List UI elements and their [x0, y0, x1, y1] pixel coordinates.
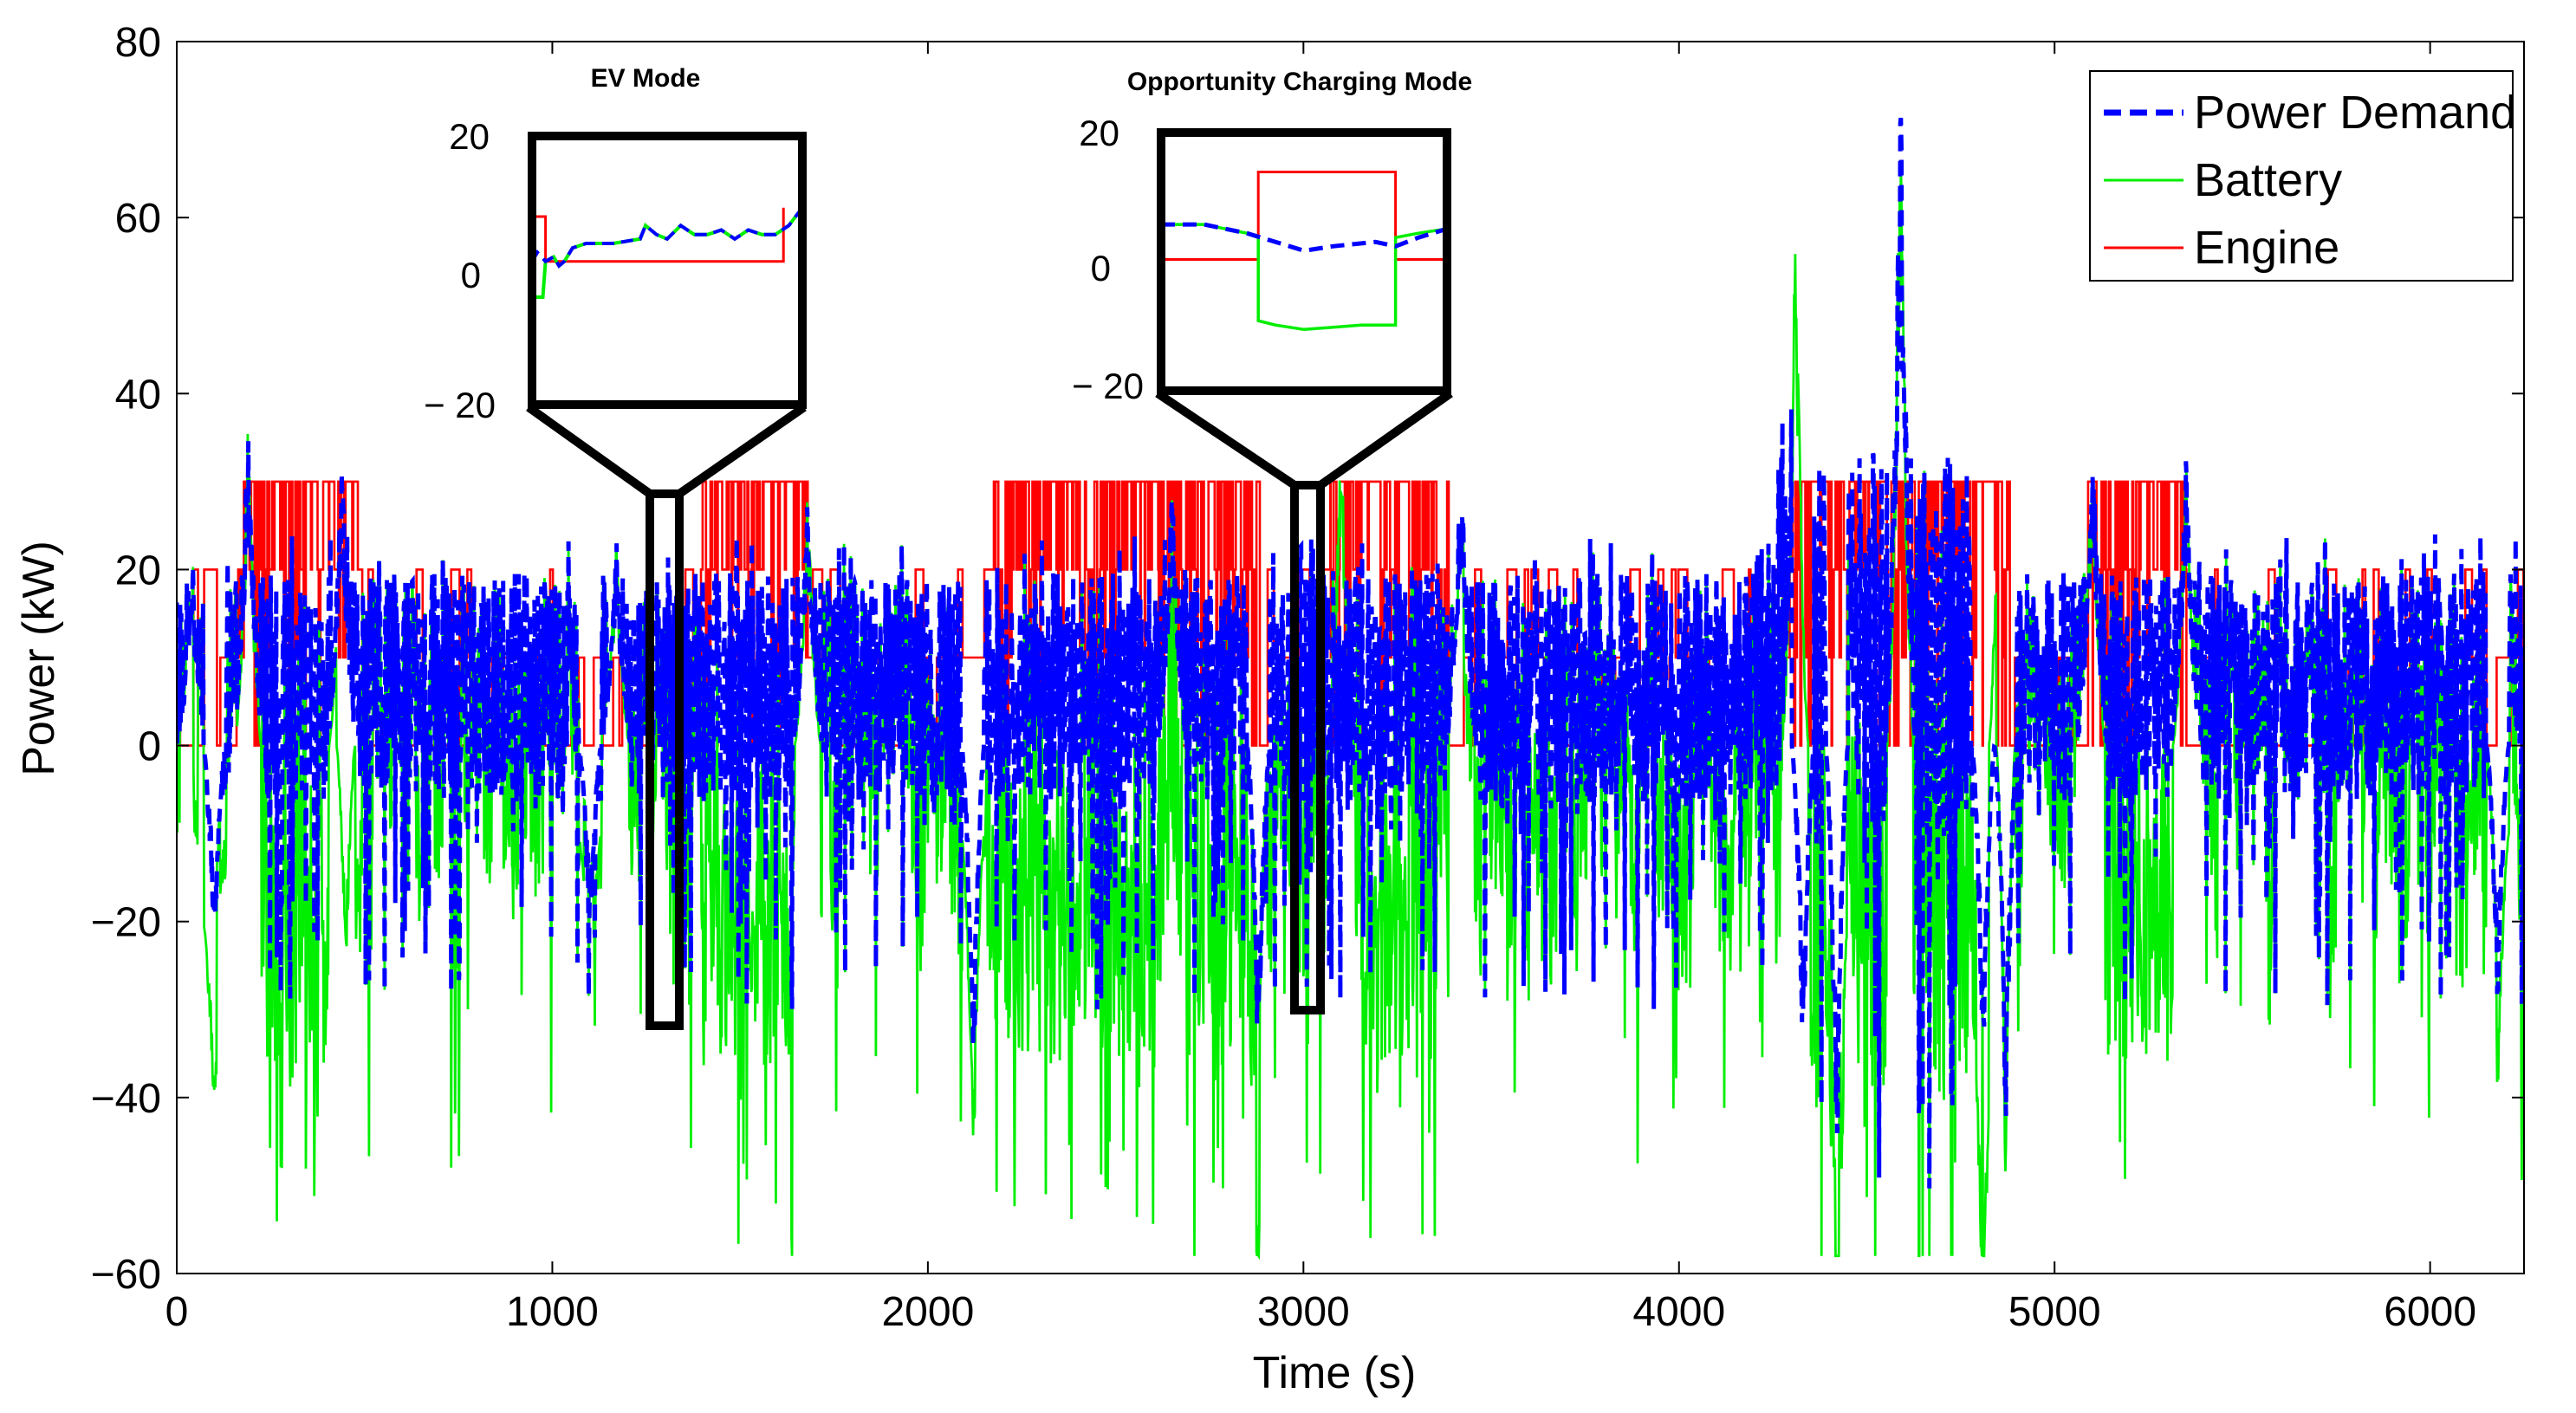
y-tick-label: −20 [91, 900, 161, 946]
legend: Power Demand Battery Engine [2089, 70, 2516, 282]
inset-opportunity-title: Opportunity Charging Mode [1127, 68, 1472, 96]
x-tick-label: 6000 [2384, 1289, 2476, 1335]
legend-label-battery: Battery [2194, 154, 2342, 206]
inset-ev-tick-mid: 0 [461, 255, 481, 295]
x-tick-label: 5000 [2008, 1289, 2101, 1335]
y-tick-label: −60 [91, 1252, 161, 1298]
y-tick-label: 20 [115, 548, 161, 593]
y-tick-label: 0 [138, 724, 161, 770]
inset-opportunity-background [1161, 133, 1447, 391]
x-tick-label: 3000 [1257, 1289, 1350, 1335]
inset-opportunity-tick-bottom: − 20 [1072, 366, 1144, 406]
inset-ev-demand-line [532, 206, 802, 269]
x-tick-label: 4000 [1632, 1289, 1725, 1335]
inset-opportunity-frame [1157, 128, 1451, 395]
y-tick-label: −40 [91, 1076, 161, 1122]
inset-ev-tick-bottom: − 20 [424, 385, 496, 425]
y-tick-label: 80 [115, 20, 161, 66]
x-tick-label: 0 [165, 1289, 189, 1335]
inset-opportunity-tick-top: 20 [1079, 113, 1119, 153]
inset-ev-mode-frame [528, 132, 807, 409]
inset-ev-mode-background [532, 136, 802, 405]
y-axis-title: Power (kW) [14, 541, 64, 776]
inset-opportunity-battery-line [1161, 223, 1447, 332]
inset-ev-mode: EV Mode 20 0 − 20 [424, 64, 807, 425]
y-tick-label: 60 [115, 196, 161, 242]
inset-opportunity-demand-line [1161, 222, 1447, 253]
plot-area-frame [176, 41, 2525, 1274]
x-axis-title: Time (s) [1253, 1348, 1417, 1398]
inset-opportunity-charging-mode: Opportunity Charging Mode 20 0 − 20 [1072, 68, 1472, 406]
legend-label-power-demand: Power Demand [2194, 87, 2516, 139]
x-axis-ticks: 0 1000 2000 3000 4000 5000 6000 [165, 42, 2476, 1335]
inset-opportunity-zoom-connector [1155, 389, 1453, 1014]
legend-box [2089, 70, 2514, 282]
inset-opportunity-tick-mid: 0 [1091, 248, 1111, 288]
legend-label-engine: Engine [2194, 222, 2339, 274]
series-power-demand-line [177, 117, 2524, 1189]
inset-ev-zoom-connector [526, 403, 807, 1030]
inset-ev-mode-title: EV Mode [591, 64, 701, 93]
y-tick-label: 40 [115, 372, 161, 418]
inset-opportunity-engine-line [1161, 171, 1447, 261]
x-tick-label: 2000 [881, 1289, 974, 1335]
inset-ev-tick-top: 20 [449, 116, 490, 157]
x-tick-label: 1000 [506, 1289, 599, 1335]
y-axis-ticks: −60 −40 −20 0 20 40 60 80 [91, 20, 2524, 1298]
